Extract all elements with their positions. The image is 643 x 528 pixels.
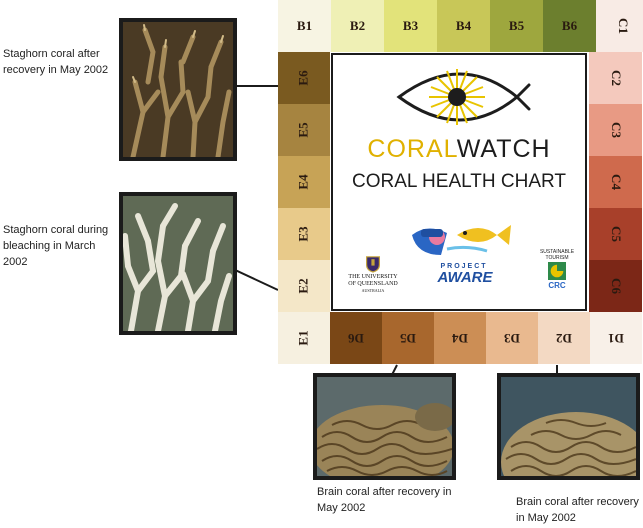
swatch-label: D4 — [452, 331, 468, 346]
swatch-label: E3 — [295, 226, 311, 242]
swatch-label: B3 — [402, 18, 419, 33]
staghorn-recovery-photo — [119, 18, 237, 161]
swatch-label: E6 — [295, 70, 311, 86]
swatch-label: B1 — [296, 18, 313, 33]
aware-line2: AWARE — [437, 269, 493, 286]
color-swatch-b1: B1 — [278, 0, 331, 52]
color-swatch-e3: E3 — [278, 208, 330, 260]
brand-coral: CORAL — [367, 135, 457, 163]
swatch-label: D3 — [504, 331, 520, 346]
color-swatch-b3: B3 — [384, 0, 437, 52]
color-swatch-c3: C3 — [589, 104, 642, 156]
diver-fish-icon — [412, 225, 511, 255]
swatch-label: C1 — [615, 18, 631, 34]
aware-line1: PROJECT — [440, 263, 488, 270]
swatch-label: C4 — [608, 174, 624, 190]
swatch-label: C2 — [608, 70, 624, 86]
swatch-label: E5 — [295, 122, 311, 138]
caption-brain-right: Brain coral after recovery in May 2002 — [516, 496, 639, 524]
color-swatch-d3: D3 — [486, 312, 538, 364]
color-swatch-d1: D1 — [590, 312, 642, 364]
color-swatch-c5: C5 — [589, 208, 642, 260]
color-swatch-e4: E4 — [278, 156, 330, 208]
swatch-label: B6 — [561, 18, 578, 33]
crc-line2: TOURISM — [545, 255, 569, 261]
brain-coral-left-photo — [313, 373, 456, 480]
uq-line3: AUSTRALIA — [361, 288, 385, 293]
color-swatch-b2: B2 — [331, 0, 384, 52]
swatch-label: C6 — [608, 278, 624, 294]
crc-logo: SUSTAINABLE TOURISM CRC — [537, 249, 577, 290]
project-aware-logo: PROJECT AWARE — [407, 215, 517, 286]
color-swatch-d5: D5 — [382, 312, 434, 364]
color-swatch-c2: C2 — [589, 52, 642, 104]
color-swatch-b5: B5 — [490, 0, 543, 52]
color-swatch-c1: C1 — [596, 0, 643, 52]
color-swatch-e2: E2 — [278, 260, 330, 312]
swatch-label: D6 — [348, 331, 364, 346]
color-swatch-d4: D4 — [434, 312, 486, 364]
color-swatch-e6: E6 — [278, 52, 330, 104]
uq-line1: THE UNIVERSITY — [348, 274, 398, 280]
swatch-label: E2 — [295, 278, 311, 294]
caption-staghorn-recovery: Staghorn coral after recovery in May 200… — [3, 48, 109, 76]
color-swatch-e5: E5 — [278, 104, 330, 156]
swatch-label: D2 — [556, 331, 572, 346]
staghorn-bleaching-photo — [119, 192, 237, 335]
chart-center-panel: CORALWATCH CORAL HEALTH CHART THE UNIVER… — [331, 53, 587, 311]
swatch-label: B5 — [508, 18, 525, 33]
color-swatch-b4: B4 — [437, 0, 490, 52]
swatch-label: E1 — [295, 330, 311, 346]
color-swatch-c4: C4 — [589, 156, 642, 208]
uq-line2: OF QUEENSLAND — [348, 281, 398, 287]
color-swatch-b6: B6 — [543, 0, 596, 52]
swatch-label: C3 — [608, 122, 624, 138]
swatch-label: D5 — [400, 331, 416, 346]
color-swatch-d6: D6 — [330, 312, 382, 364]
caption-staghorn-bleaching: Staghorn coral during bleaching in March… — [3, 224, 109, 268]
caption-brain-left: Brain coral after recovery in May 2002 — [317, 486, 452, 514]
color-swatch-d2: D2 — [538, 312, 590, 364]
uq-crest-icon — [366, 256, 380, 273]
brand-watch: WATCH — [456, 135, 551, 163]
color-swatch-e1: E1 — [278, 312, 330, 364]
color-swatch-c6: C6 — [589, 260, 642, 312]
coralwatch-eye-logo — [396, 69, 531, 125]
crc-line3: CRC — [548, 281, 566, 290]
coral-health-chart-subtitle: CORAL HEALTH CHART — [352, 171, 566, 192]
swatch-label: C5 — [608, 226, 624, 242]
swatch-label: E4 — [295, 174, 311, 190]
swatch-label: D1 — [608, 331, 624, 346]
crc-line1: SUSTAINABLE — [539, 249, 575, 255]
uq-logo: THE UNIVERSITY OF QUEENSLAND AUSTRALIA — [343, 255, 403, 293]
brain-coral-right-photo — [497, 373, 640, 480]
coralwatch-brand: CORALWATCH — [333, 135, 585, 164]
swatch-label: B4 — [455, 18, 472, 33]
crc-emblem-icon — [548, 262, 566, 280]
swatch-label: B2 — [349, 18, 366, 33]
